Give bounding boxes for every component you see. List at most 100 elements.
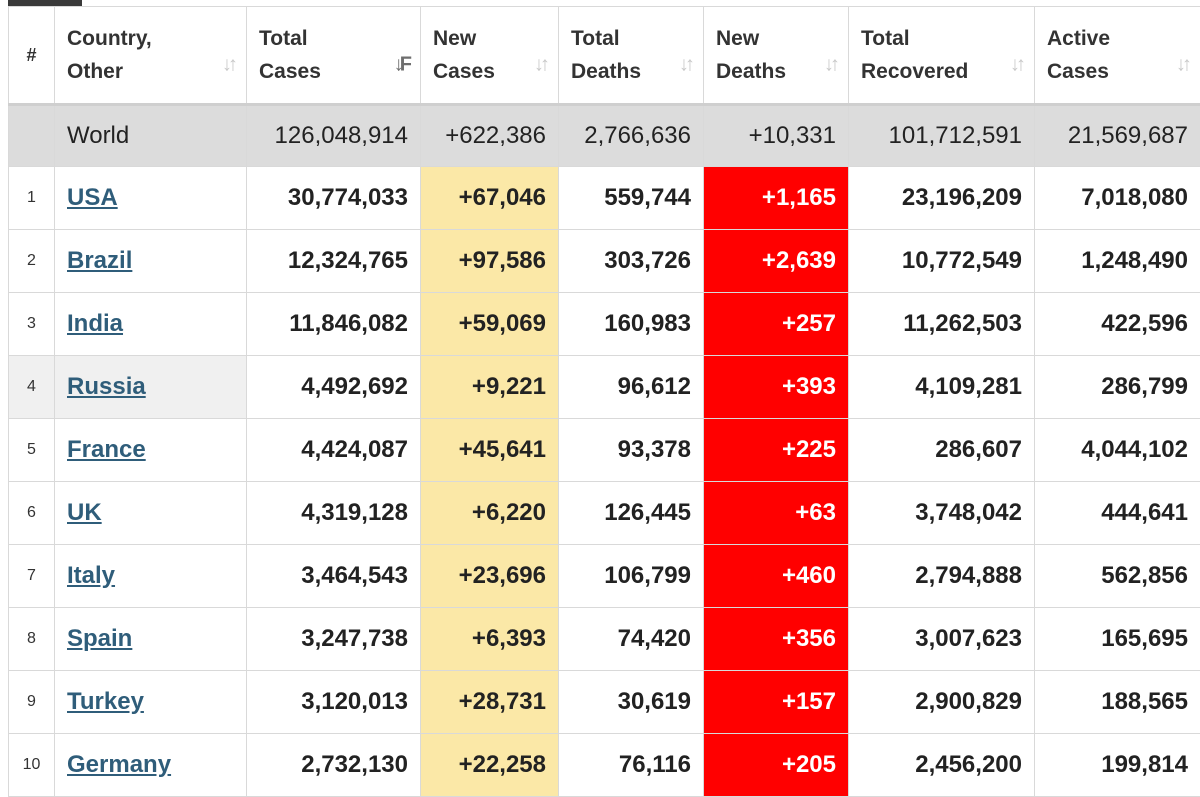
header-new-cases-line1: New	[433, 27, 476, 50]
active-cases-cell: 165,695	[1035, 608, 1200, 671]
total-cases-cell: 3,120,013	[247, 671, 421, 734]
total-recovered-cell: 4,109,281	[849, 356, 1035, 419]
new-deaths-cell: +157	[704, 671, 849, 734]
header-country-line2: Other	[67, 60, 123, 83]
new-cases-cell: +28,731	[421, 671, 559, 734]
covid-stats-table: # Country, Other ↓↑ Total Cases ↓F New C…	[8, 6, 1200, 797]
header-total-cases[interactable]: Total Cases ↓F	[247, 7, 421, 105]
new-cases-cell: +22,258	[421, 734, 559, 797]
country-link[interactable]: USA	[67, 184, 118, 211]
country-link[interactable]: Turkey	[67, 688, 144, 715]
header-new-cases-line2: Cases	[433, 60, 495, 83]
total-cases-cell: 12,324,765	[247, 230, 421, 293]
header-total-cases-line2: Cases	[259, 60, 321, 83]
new-deaths-cell: +225	[704, 419, 849, 482]
header-row: # Country, Other ↓↑ Total Cases ↓F New C…	[9, 7, 1200, 105]
header-active-cases[interactable]: Active Cases ↓↑	[1035, 7, 1200, 105]
active-cases-cell: 199,814	[1035, 734, 1200, 797]
country-link[interactable]: Italy	[67, 562, 115, 589]
active-cases-cell: 422,596	[1035, 293, 1200, 356]
sort-arrows-icon[interactable]: ↓↑	[1010, 48, 1022, 81]
country-link[interactable]: Spain	[67, 625, 132, 652]
active-cases-cell: 4,044,102	[1035, 419, 1200, 482]
country-cell: Brazil	[55, 230, 247, 293]
country-link[interactable]: France	[67, 436, 146, 463]
sort-arrows-icon[interactable]: ↓↑	[222, 48, 234, 81]
total-cases-cell: 4,424,087	[247, 419, 421, 482]
total-deaths-cell: 74,420	[559, 608, 704, 671]
header-total-recovered[interactable]: Total Recovered ↓↑	[849, 7, 1035, 105]
header-new-deaths[interactable]: New Deaths ↓↑	[704, 7, 849, 105]
sort-desc-icon[interactable]: ↓F	[394, 48, 408, 81]
total-deaths-cell: 160,983	[559, 293, 704, 356]
new-deaths-cell: +1,165	[704, 167, 849, 230]
rank-cell: 8	[9, 608, 55, 671]
new-cases-cell: +23,696	[421, 545, 559, 608]
world-rank-cell	[9, 105, 55, 167]
total-recovered-cell: 10,772,549	[849, 230, 1035, 293]
country-link[interactable]: Russia	[67, 373, 146, 400]
country-link[interactable]: India	[67, 310, 123, 337]
active-cases-cell: 7,018,080	[1035, 167, 1200, 230]
rank-cell: 1	[9, 167, 55, 230]
total-deaths-cell: 96,612	[559, 356, 704, 419]
country-cell: Germany	[55, 734, 247, 797]
rank-cell: 4	[9, 356, 55, 419]
header-total-cases-line1: Total	[259, 27, 308, 50]
total-cases-cell: 30,774,033	[247, 167, 421, 230]
total-deaths-cell: 303,726	[559, 230, 704, 293]
new-deaths-cell: +2,639	[704, 230, 849, 293]
active-cases-cell: 562,856	[1035, 545, 1200, 608]
header-total-deaths[interactable]: Total Deaths ↓↑	[559, 7, 704, 105]
header-country[interactable]: Country, Other ↓↑	[55, 7, 247, 105]
total-recovered-cell: 2,900,829	[849, 671, 1035, 734]
active-cases-cell: 286,799	[1035, 356, 1200, 419]
rank-cell: 10	[9, 734, 55, 797]
header-rank[interactable]: #	[9, 7, 55, 105]
sort-arrows-icon[interactable]: ↓↑	[534, 48, 546, 81]
total-recovered-cell: 23,196,209	[849, 167, 1035, 230]
header-active-cases-line1: Active	[1047, 27, 1110, 50]
total-deaths-cell: 106,799	[559, 545, 704, 608]
world-total-cases: 126,048,914	[247, 105, 421, 167]
country-cell: France	[55, 419, 247, 482]
total-cases-cell: 3,464,543	[247, 545, 421, 608]
new-deaths-cell: +460	[704, 545, 849, 608]
sort-arrows-icon[interactable]: ↓↑	[679, 48, 691, 81]
total-cases-cell: 3,247,738	[247, 608, 421, 671]
total-recovered-cell: 2,456,200	[849, 734, 1035, 797]
world-active-cases: 21,569,687	[1035, 105, 1200, 167]
new-cases-cell: +67,046	[421, 167, 559, 230]
sort-arrows-icon[interactable]: ↓↑	[824, 48, 836, 81]
country-link[interactable]: Germany	[67, 751, 171, 778]
country-link[interactable]: Brazil	[67, 247, 132, 274]
header-new-deaths-line1: New	[716, 27, 759, 50]
sort-arrows-icon[interactable]: ↓↑	[1176, 48, 1188, 81]
total-cases-cell: 4,492,692	[247, 356, 421, 419]
new-cases-cell: +6,393	[421, 608, 559, 671]
total-recovered-cell: 11,262,503	[849, 293, 1035, 356]
country-cell: Turkey	[55, 671, 247, 734]
country-link[interactable]: UK	[67, 499, 102, 526]
world-row: World 126,048,914 +622,386 2,766,636 +10…	[9, 105, 1200, 167]
rank-cell: 3	[9, 293, 55, 356]
total-deaths-cell: 30,619	[559, 671, 704, 734]
header-total-recovered-line2: Recovered	[861, 60, 968, 83]
header-new-cases[interactable]: New Cases ↓↑	[421, 7, 559, 105]
header-active-cases-line2: Cases	[1047, 60, 1109, 83]
total-deaths-cell: 76,116	[559, 734, 704, 797]
header-total-deaths-line2: Deaths	[571, 60, 641, 83]
active-cases-cell: 444,641	[1035, 482, 1200, 545]
header-new-deaths-line2: Deaths	[716, 60, 786, 83]
country-cell: UK	[55, 482, 247, 545]
total-recovered-cell: 3,007,623	[849, 608, 1035, 671]
rank-cell: 2	[9, 230, 55, 293]
